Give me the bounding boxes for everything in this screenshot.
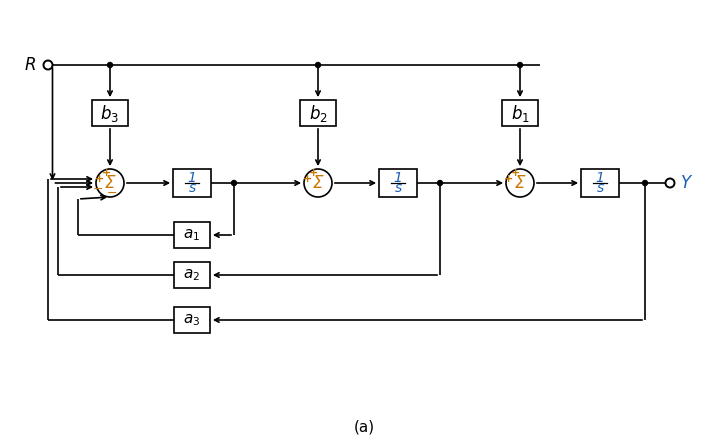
- Text: 1: 1: [596, 171, 604, 185]
- Text: $Y$: $Y$: [680, 174, 693, 192]
- Bar: [174, 222, 210, 248]
- Bar: [174, 262, 210, 288]
- Bar: [379, 169, 417, 197]
- Text: 1: 1: [394, 171, 403, 185]
- Text: Σ: Σ: [105, 174, 115, 192]
- Bar: [173, 169, 211, 197]
- Text: 1: 1: [188, 171, 197, 185]
- Text: $a_{3}$: $a_{3}$: [183, 312, 201, 328]
- Text: +: +: [101, 168, 111, 178]
- Text: (a): (a): [353, 420, 375, 434]
- Circle shape: [108, 62, 113, 68]
- Text: −: −: [92, 182, 103, 195]
- Bar: [174, 307, 210, 333]
- Text: +: +: [511, 168, 521, 178]
- Circle shape: [643, 181, 647, 186]
- Text: s: s: [189, 181, 196, 195]
- Text: $a_{2}$: $a_{2}$: [183, 267, 200, 283]
- Circle shape: [518, 62, 523, 68]
- Circle shape: [438, 181, 443, 186]
- Bar: [92, 100, 128, 126]
- Text: Σ: Σ: [313, 174, 323, 192]
- Circle shape: [232, 181, 237, 186]
- Bar: [502, 100, 538, 126]
- Text: $R$: $R$: [24, 56, 36, 74]
- Text: $a_{1}$: $a_{1}$: [183, 227, 200, 243]
- Text: s: s: [596, 181, 604, 195]
- Text: +: +: [309, 168, 319, 178]
- Bar: [581, 169, 619, 197]
- Circle shape: [315, 62, 320, 68]
- Text: +: +: [505, 174, 514, 184]
- Text: $b_{3}$: $b_{3}$: [100, 102, 119, 124]
- Text: −: −: [107, 186, 117, 199]
- Text: +: +: [95, 174, 103, 184]
- Text: $b_{1}$: $b_{1}$: [510, 102, 529, 124]
- Text: Σ: Σ: [515, 174, 525, 192]
- Bar: [300, 100, 336, 126]
- Text: $b_{2}$: $b_{2}$: [309, 102, 328, 124]
- Text: +: +: [302, 174, 312, 184]
- Text: s: s: [395, 181, 402, 195]
